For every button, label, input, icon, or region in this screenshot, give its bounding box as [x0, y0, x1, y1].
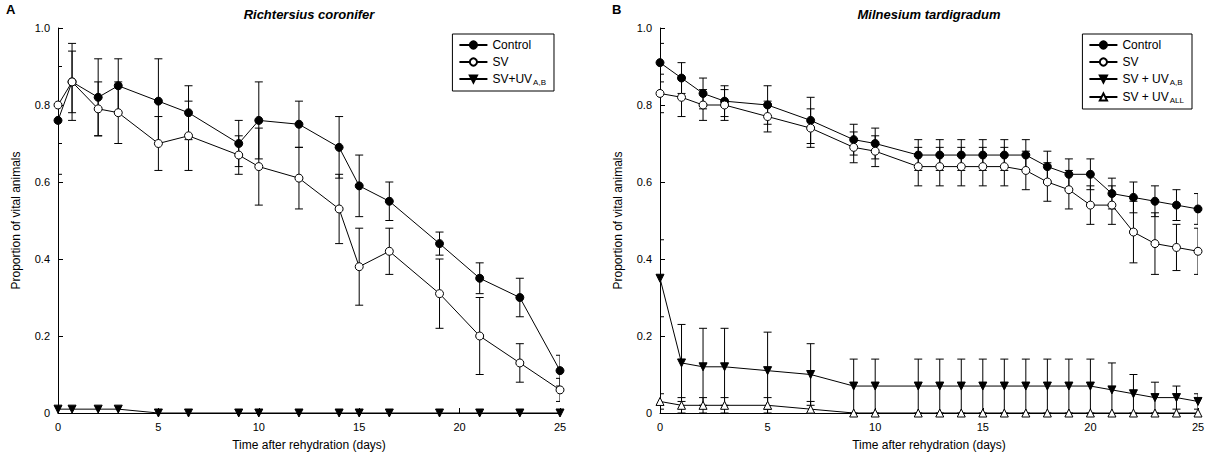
- svg-text:15: 15: [353, 421, 365, 433]
- svg-text:0: 0: [657, 421, 663, 433]
- svg-text:A,B: A,B: [1170, 78, 1183, 87]
- svg-text:25: 25: [554, 421, 566, 433]
- svg-text:Control: Control: [1122, 38, 1161, 52]
- svg-text:1.0: 1.0: [35, 22, 50, 34]
- svg-text:SV + UV: SV + UV: [1122, 72, 1168, 86]
- svg-text:Richtersius coronifer: Richtersius coronifer: [244, 7, 376, 22]
- svg-text:10: 10: [869, 421, 881, 433]
- svg-text:SV: SV: [492, 55, 508, 69]
- svg-text:Control: Control: [492, 38, 531, 52]
- svg-text:20: 20: [1084, 421, 1096, 433]
- svg-text:0: 0: [55, 421, 61, 433]
- svg-text:ALL: ALL: [1170, 96, 1185, 105]
- svg-text:B: B: [612, 2, 621, 17]
- svg-text:10: 10: [253, 421, 265, 433]
- svg-text:Time after rehydration (days): Time after rehydration (days): [852, 438, 1006, 452]
- svg-text:0.8: 0.8: [35, 99, 50, 111]
- svg-text:0: 0: [44, 407, 50, 419]
- svg-text:SV: SV: [1122, 55, 1138, 69]
- svg-text:0: 0: [646, 407, 652, 419]
- svg-text:0.4: 0.4: [35, 253, 50, 265]
- svg-text:20: 20: [453, 421, 465, 433]
- svg-text:0.6: 0.6: [35, 176, 50, 188]
- svg-text:5: 5: [765, 421, 771, 433]
- svg-text:SV + UV: SV + UV: [1122, 90, 1168, 104]
- svg-text:Proportion of vital animals: Proportion of vital animals: [9, 151, 23, 289]
- svg-text:5: 5: [155, 421, 161, 433]
- svg-text:0.8: 0.8: [637, 99, 652, 111]
- svg-text:0.4: 0.4: [637, 253, 652, 265]
- svg-text:25: 25: [1192, 421, 1204, 433]
- svg-text:0.2: 0.2: [637, 330, 652, 342]
- svg-text:A,B: A,B: [533, 78, 546, 87]
- svg-text:A: A: [6, 2, 16, 17]
- svg-text:1.0: 1.0: [637, 22, 652, 34]
- svg-text:SV+UV: SV+UV: [492, 72, 532, 86]
- svg-text:15: 15: [977, 421, 989, 433]
- svg-text:Time after rehydration (days): Time after rehydration (days): [232, 438, 386, 452]
- svg-text:0.2: 0.2: [35, 330, 50, 342]
- svg-text:0.6: 0.6: [637, 176, 652, 188]
- svg-text:Milnesium tardigradum: Milnesium tardigradum: [857, 7, 1000, 22]
- svg-text:Proportion of vital animals: Proportion of vital animals: [611, 151, 625, 289]
